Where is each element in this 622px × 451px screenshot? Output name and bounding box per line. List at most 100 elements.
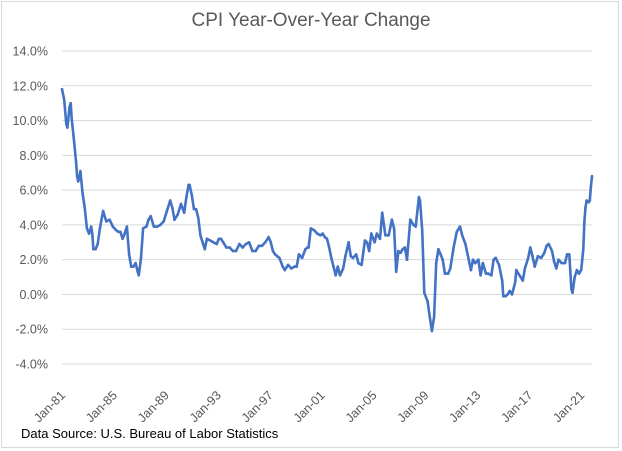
data-point [290,267,293,270]
data-point [116,230,120,234]
data-point [286,263,290,267]
data-point [428,315,432,319]
data-point [247,241,251,244]
data-point [72,138,76,141]
y-tick-label: 14.0% [13,45,48,59]
data-point [300,256,304,260]
data-point [575,268,579,272]
data-point [228,246,231,249]
data-point [529,246,532,249]
data-point [390,218,394,221]
data-point [108,218,111,221]
data-point [185,195,188,199]
data-point [363,239,367,242]
data-point [469,268,473,272]
data-point [269,241,273,244]
data-point [378,237,382,241]
data-point [203,247,207,251]
data-point [409,218,412,221]
data-point [426,300,429,303]
data-point [443,272,447,275]
data-point [384,234,387,237]
data-point [523,267,527,270]
data-point [585,199,588,202]
data-point [582,247,585,251]
data-point [579,268,583,272]
data-point [173,218,176,221]
data-point [89,225,93,228]
data-point [437,247,440,251]
data-point [460,234,464,237]
data-point [307,246,310,249]
data-point [458,225,462,228]
data-point [168,199,172,202]
data-point [357,261,360,265]
data-point [69,101,72,105]
data-point [513,281,517,284]
data-point [217,237,221,241]
data-point [539,256,543,260]
data-point [81,192,84,195]
data-point [531,254,534,258]
x-tick-label: Jan-13 [447,388,484,425]
data-point [347,241,350,244]
x-tick-label: Jan-85 [83,388,120,425]
data-point [316,232,319,235]
data-point [557,258,560,262]
data-point [570,287,573,291]
data-point [577,272,581,275]
data-point [267,235,270,239]
data-point [293,265,296,268]
data-point [439,253,442,256]
data-point [565,253,569,256]
data-point [199,234,202,237]
data-point [510,293,514,296]
data-point [70,117,73,121]
data-point [381,218,385,221]
data-point [452,246,455,249]
data-point [179,202,183,206]
data-point [571,291,574,295]
data-point [197,216,200,220]
x-tick-label: Jan-89 [135,388,172,425]
data-point [79,169,82,173]
data-point [129,265,133,268]
data-point [152,225,156,228]
data-point [397,249,400,253]
data-point [260,244,264,248]
data-point [349,254,353,258]
data-point [281,265,285,268]
data-point [176,213,179,216]
data-point [94,247,97,251]
data-point [278,256,281,260]
data-point [319,234,322,237]
data-point [563,261,567,265]
data-point [147,218,150,221]
x-tick-label: Jan-21 [550,388,587,425]
data-point [60,88,64,91]
data-point [162,220,165,223]
data-point [502,294,505,298]
data-point [449,267,452,270]
data-point [85,227,89,230]
source-note: Data Source: U.S. Bureau of Labor Statis… [21,426,279,441]
x-tick-label: Jan-01 [291,388,328,425]
data-point [182,211,186,214]
y-tick-label: 2.0% [20,253,49,267]
data-point [430,329,434,333]
data-point [367,249,371,253]
data-point [446,272,450,275]
data-point [560,261,563,265]
data-point [98,227,102,230]
data-point [323,235,327,239]
data-point [536,254,540,258]
x-tick-label: Jan-81 [31,388,68,425]
y-tick-label: 4.0% [20,218,49,232]
data-point [568,253,571,256]
data-point [341,267,345,270]
x-axis-ticks: Jan-81 Jan-85 Jan-89 Jan-93 Jan-97 Jan-01 Jan-… [31,388,587,425]
data-point [92,247,95,251]
data-point [219,237,223,241]
data-point [497,263,501,267]
data-point [264,241,267,244]
